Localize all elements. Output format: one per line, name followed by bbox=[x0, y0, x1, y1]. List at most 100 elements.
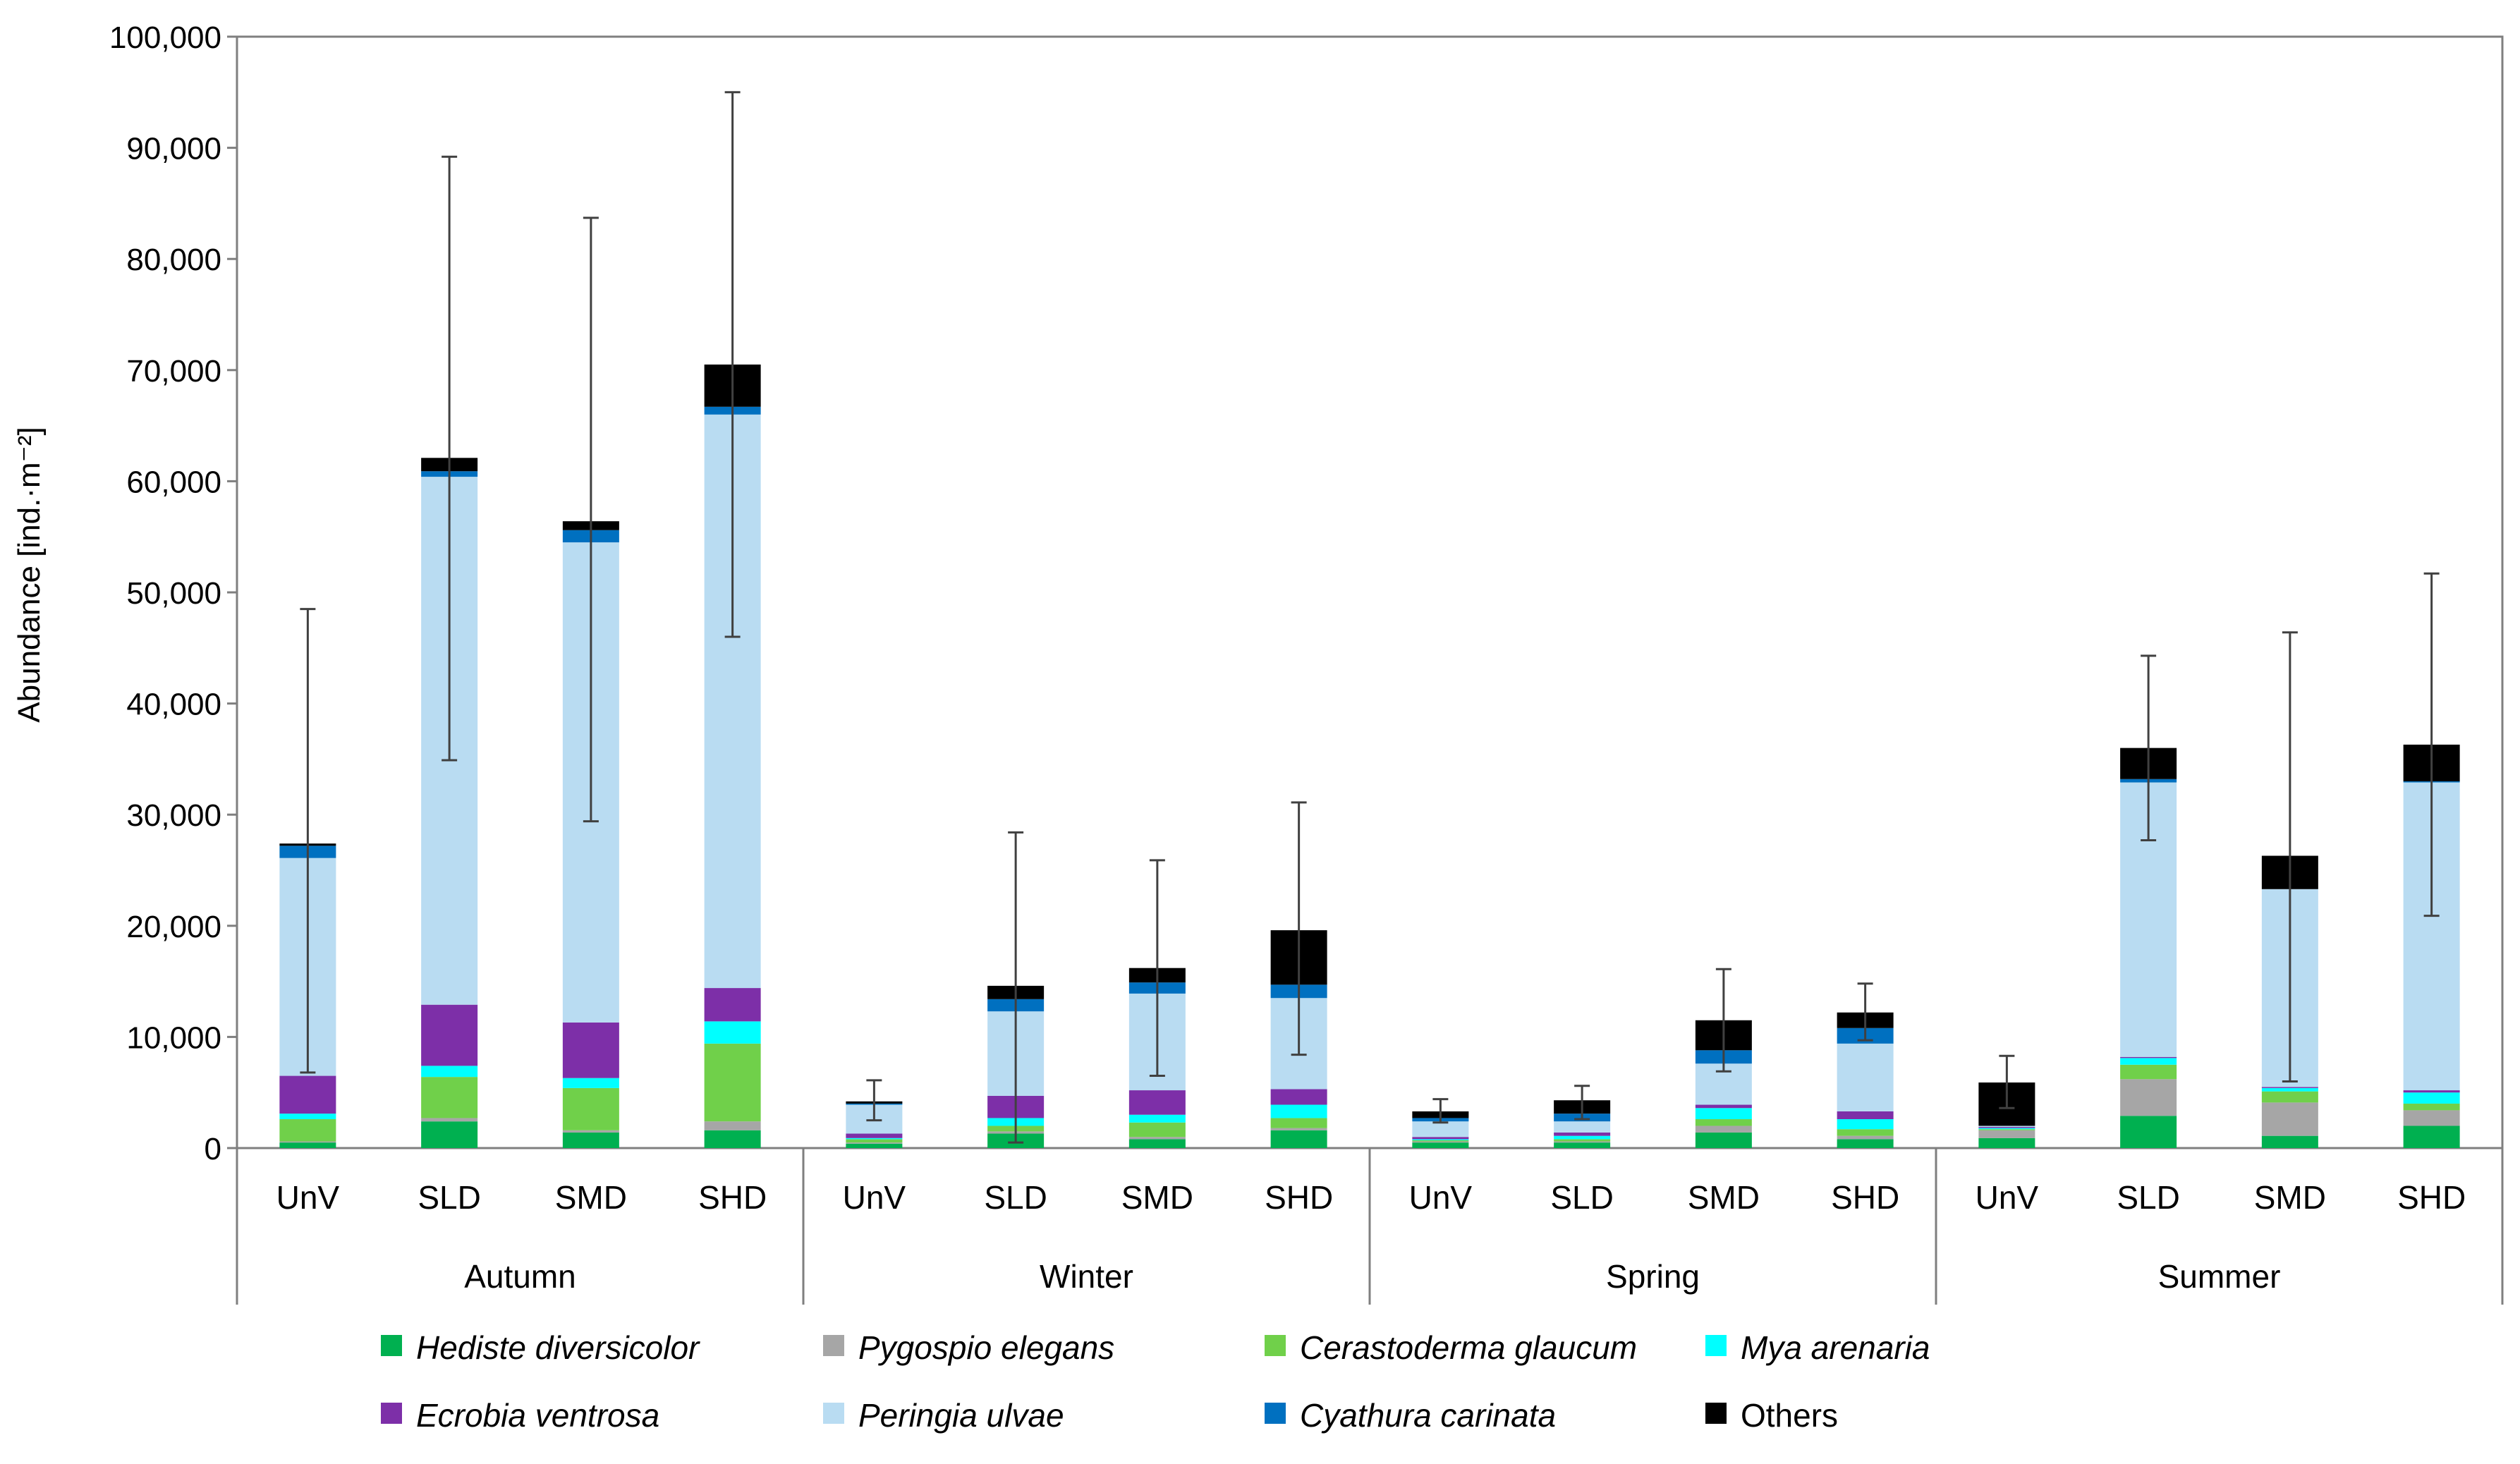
bar-segment-3 bbox=[1978, 1129, 2035, 1130]
bar-segment-3 bbox=[2403, 1103, 2460, 1111]
y-tick-label: 70,000 bbox=[126, 354, 221, 389]
category-label: SMD bbox=[2254, 1179, 2326, 1216]
bar-segment-5 bbox=[421, 1004, 478, 1066]
bar-segment-3 bbox=[1695, 1119, 1752, 1126]
bar-segment-5 bbox=[1554, 1132, 1611, 1136]
bar-segment-1 bbox=[2261, 1135, 2318, 1148]
bar-segment-4 bbox=[421, 1066, 478, 1078]
bar-segment-2 bbox=[1695, 1126, 1752, 1133]
bar-segment-1 bbox=[1695, 1132, 1752, 1148]
bar-segment-4 bbox=[1554, 1135, 1611, 1140]
bar-segment-1 bbox=[2403, 1126, 2460, 1148]
y-tick-label: 40,000 bbox=[126, 688, 221, 722]
bar-segment-1 bbox=[1554, 1142, 1611, 1148]
bar-segment-2 bbox=[421, 1118, 478, 1122]
bar-segment-2 bbox=[2261, 1102, 2318, 1136]
bar-segment-3 bbox=[704, 1043, 761, 1122]
bar-segment-2 bbox=[704, 1121, 761, 1130]
bar-segment-1 bbox=[1128, 1139, 1186, 1148]
bar-segment-5 bbox=[846, 1133, 903, 1138]
legend-label: Peringia ulvae bbox=[858, 1397, 1064, 1434]
category-label: SHD bbox=[698, 1179, 767, 1216]
y-tick-label: 20,000 bbox=[126, 910, 221, 944]
category-label: SLD bbox=[418, 1179, 480, 1216]
legend-item: Cyathura carinata bbox=[1265, 1397, 1556, 1434]
y-tick-label: 30,000 bbox=[126, 798, 221, 833]
y-tick-label: 50,000 bbox=[126, 576, 221, 611]
bar-segment-1 bbox=[1412, 1142, 1469, 1148]
bar-segment-2 bbox=[1978, 1130, 2035, 1138]
bar-segment-1 bbox=[562, 1132, 619, 1148]
category-label: SMD bbox=[1121, 1179, 1193, 1216]
bar-segment-3 bbox=[1270, 1118, 1327, 1128]
bar-segment-3 bbox=[1554, 1139, 1611, 1142]
y-tick-label: 0 bbox=[205, 1132, 221, 1166]
bar-segment-2 bbox=[1412, 1141, 1469, 1143]
legend-item: Ecrobia ventrosa bbox=[381, 1397, 659, 1434]
legend-item: Hediste diversicolor bbox=[381, 1329, 700, 1366]
bar-segment-3 bbox=[846, 1139, 903, 1143]
bar-segment-4 bbox=[1837, 1119, 1894, 1130]
legend-swatch bbox=[381, 1403, 402, 1424]
bar-segment-3 bbox=[1128, 1122, 1186, 1137]
legend-item: Mya arenaria bbox=[1705, 1329, 1930, 1366]
y-tick-label: 80,000 bbox=[126, 243, 221, 277]
bar-segment-6 bbox=[1412, 1121, 1469, 1137]
bar-segment-5 bbox=[1270, 1089, 1327, 1105]
bar-segment-5 bbox=[562, 1022, 619, 1078]
bar-segment-3 bbox=[1412, 1140, 1469, 1142]
bar-segment-3 bbox=[279, 1119, 336, 1142]
bar-segment-4 bbox=[2261, 1087, 2318, 1092]
bar-segment-3 bbox=[421, 1077, 478, 1118]
group-label: Summer bbox=[2158, 1258, 2281, 1295]
bar-segment-5 bbox=[1978, 1127, 2035, 1128]
bar-segment-5 bbox=[279, 1075, 336, 1114]
legend-item: Pygospio elegans bbox=[823, 1329, 1114, 1366]
bar-segment-4 bbox=[1128, 1114, 1186, 1123]
legend-label: Ecrobia ventrosa bbox=[416, 1397, 659, 1434]
bar-segment-2 bbox=[1128, 1137, 1186, 1140]
category-label: SHD bbox=[1831, 1179, 1899, 1216]
bar-segment-2 bbox=[1554, 1141, 1611, 1143]
group-label: Winter bbox=[1040, 1258, 1133, 1295]
y-tick-label: 90,000 bbox=[126, 132, 221, 166]
legend-item: Others bbox=[1705, 1397, 1838, 1434]
bar-segment-5 bbox=[1412, 1137, 1469, 1140]
bar-segment-4 bbox=[1270, 1104, 1327, 1118]
bar-segment-2 bbox=[1270, 1128, 1327, 1130]
category-label: SLD bbox=[2117, 1179, 2179, 1216]
legend-swatch bbox=[1705, 1403, 1727, 1424]
bar-segment-5 bbox=[2120, 1056, 2177, 1059]
group-label: Spring bbox=[1606, 1258, 1700, 1295]
bar-segment-2 bbox=[2120, 1079, 2177, 1116]
bar-segment-1 bbox=[1837, 1139, 1894, 1148]
category-label: SMD bbox=[555, 1179, 627, 1216]
legend-swatch bbox=[381, 1335, 402, 1356]
y-axis-title: Abundance [ind.·m⁻²] bbox=[12, 427, 47, 722]
y-tick-label: 10,000 bbox=[126, 1020, 221, 1055]
error-bars bbox=[300, 91, 2440, 1144]
group-label: Autumn bbox=[464, 1258, 576, 1295]
bar-segment-1 bbox=[2120, 1116, 2177, 1148]
bar-segment-5 bbox=[2261, 1087, 2318, 1088]
bar-segment-3 bbox=[1837, 1129, 1894, 1136]
legend-label: Others bbox=[1741, 1397, 1838, 1434]
bar-segment-4 bbox=[1978, 1128, 2035, 1130]
y-axis: 0 10,000 20,000 30,000 40,000 50,000 60,000 70,… bbox=[109, 20, 237, 1166]
bar-segment-1 bbox=[704, 1130, 761, 1148]
bar-segment-6 bbox=[1554, 1121, 1611, 1133]
bar-segment-2 bbox=[1837, 1135, 1894, 1140]
legend-item: Cerastoderma glaucum bbox=[1265, 1329, 1637, 1366]
category-label: SLD bbox=[1550, 1179, 1613, 1216]
legend-swatch bbox=[1705, 1335, 1727, 1356]
bar-segment-6 bbox=[1837, 1043, 1894, 1111]
legend-swatch bbox=[823, 1403, 844, 1424]
bars bbox=[279, 364, 2460, 1148]
bar-segment-2 bbox=[2403, 1110, 2460, 1126]
legend-label: Pygospio elegans bbox=[858, 1329, 1114, 1366]
bar-segment-5 bbox=[1837, 1111, 1894, 1120]
bar-segment-4 bbox=[562, 1078, 619, 1088]
bar-segment-3 bbox=[2261, 1091, 2318, 1103]
bar-segment-5 bbox=[2403, 1090, 2460, 1093]
